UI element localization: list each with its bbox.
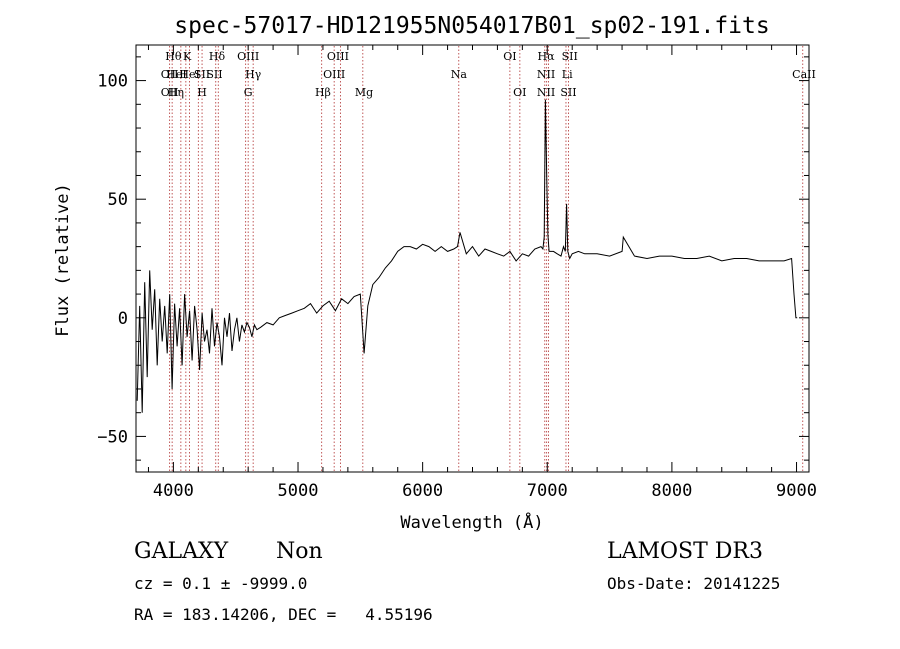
line-label: Mg — [355, 86, 373, 99]
line-label: Hα — [538, 50, 556, 63]
x-tick-label: 9000 — [776, 481, 817, 501]
survey-name: LAMOST DR3 — [607, 539, 763, 564]
line-label: CaII — [792, 68, 816, 81]
line-label: SII — [194, 68, 210, 81]
emission-line-labels: OIIOIIHθHeIHηKHeISIIHHδSIIOIIIHγGOIIIOII… — [161, 50, 816, 99]
y-axis-label: Flux (relative) — [53, 183, 73, 337]
line-label: Hη — [168, 86, 184, 99]
line-label: OII — [161, 86, 179, 99]
x-tick-label: 8000 — [651, 481, 692, 501]
line-label: SII — [562, 50, 578, 63]
x-axis-label: Wavelength (Å) — [400, 511, 543, 533]
line-label: G — [244, 86, 253, 99]
emission-line-markers — [169, 46, 804, 471]
line-label: Hγ — [245, 68, 262, 81]
redshift-line: cz = 0.1 ± -9999.0 — [134, 574, 307, 593]
object-subclass: Non — [276, 539, 323, 564]
object-class: GALAXY — [134, 539, 229, 564]
line-label: Na — [451, 68, 468, 81]
line-label: SII — [206, 68, 222, 81]
x-tick-label: 4000 — [153, 481, 194, 501]
chart-title: spec-57017-HD121955N054017B01_sp02-191.f… — [174, 13, 769, 39]
line-label: Hβ — [315, 86, 331, 99]
line-label: OII — [161, 68, 179, 81]
line-label: NII — [537, 86, 555, 99]
x-tick-label: 6000 — [402, 481, 443, 501]
x-tick-label: 5000 — [278, 481, 319, 501]
y-axis-ticks: −50 0 50 100 — [97, 56, 809, 461]
line-label: H — [197, 86, 207, 99]
x-axis-ticks: 4000 5000 6000 7000 8000 9000 — [147, 45, 817, 501]
y-tick-label: 0 — [118, 309, 128, 329]
line-label: Hθ — [165, 50, 182, 63]
line-label: SII — [560, 86, 576, 99]
coordinates-line: RA = 183.14206, DEC = 4.55196 — [134, 605, 433, 624]
line-label: OIII — [327, 50, 349, 63]
plot-frame — [135, 44, 810, 473]
line-label: Li — [562, 68, 573, 81]
line-label: OI — [513, 86, 526, 99]
line-label: K — [183, 50, 192, 63]
x-tick-label: 7000 — [527, 481, 568, 501]
line-label: Hδ — [209, 50, 226, 63]
line-label: HeI — [166, 68, 186, 81]
line-label: HeI — [179, 68, 199, 81]
y-tick-label: −50 — [97, 427, 128, 447]
line-label: OI — [503, 50, 516, 63]
spectrum-line — [136, 99, 798, 413]
y-tick-label: 50 — [108, 190, 128, 210]
line-label: NII — [537, 68, 555, 81]
observation-date: Obs-Date: 20141225 — [607, 574, 780, 593]
line-label: OIII — [237, 50, 259, 63]
line-label: OIII — [323, 68, 345, 81]
y-tick-label: 100 — [97, 72, 128, 92]
